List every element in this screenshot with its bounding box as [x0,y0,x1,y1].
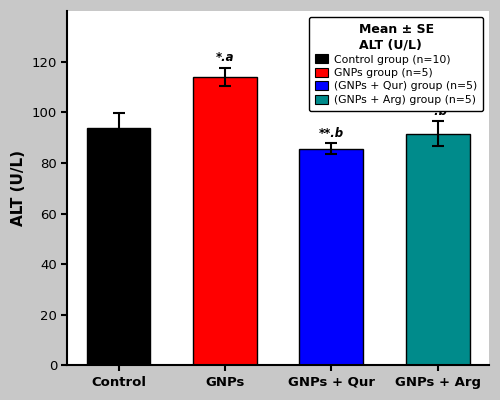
Text: **.b: **.b [319,126,344,140]
Bar [406,134,469,366]
Bar [193,77,257,366]
Legend: Control group (n=10), GNPs group (n=5), (GNPs + Qur) group (n=5), (GNPs + Arg) g: Control group (n=10), GNPs group (n=5), … [309,16,484,112]
Y-axis label: ALT (U/L): ALT (U/L) [11,150,26,226]
Text: *.a: *.a [216,51,234,64]
Bar [86,128,150,366]
Text: *.b: *.b [428,105,448,118]
Bar [300,149,364,366]
